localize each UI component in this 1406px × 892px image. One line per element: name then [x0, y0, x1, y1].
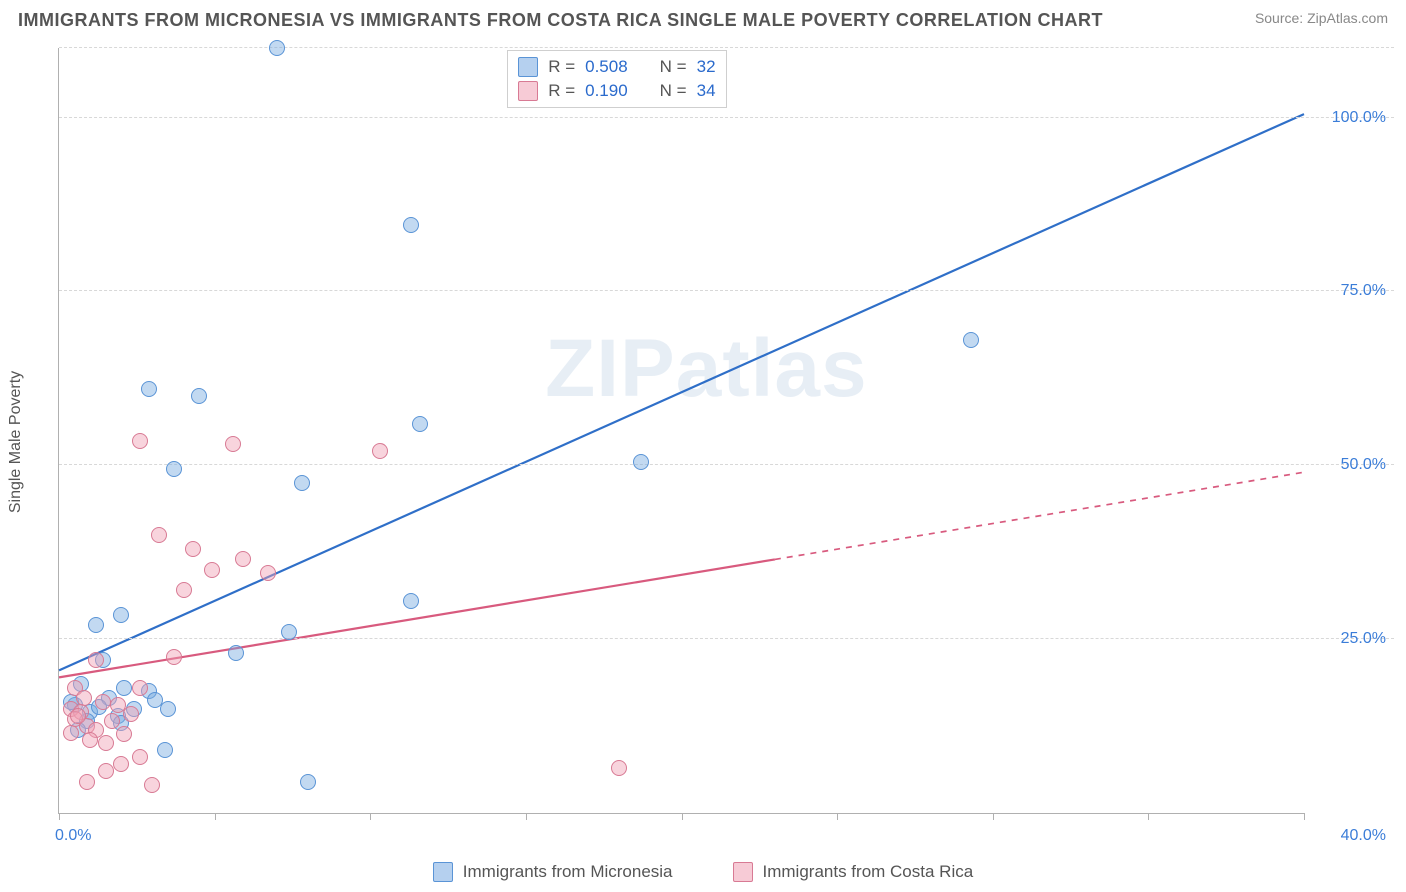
r-label: R = — [548, 57, 575, 77]
data-point — [95, 694, 111, 710]
r-value: 0.508 — [585, 57, 628, 77]
legend-item: Immigrants from Micronesia — [433, 862, 673, 882]
data-point — [372, 443, 388, 459]
data-point — [132, 749, 148, 765]
x-tick — [993, 813, 994, 820]
data-point — [225, 436, 241, 452]
n-value: 32 — [697, 57, 716, 77]
legend-item: Immigrants from Costa Rica — [733, 862, 974, 882]
data-point — [260, 565, 276, 581]
data-point — [104, 713, 120, 729]
plot-region: ZIPatlas R =0.508N =32R =0.190N =34 25.0… — [58, 48, 1304, 814]
x-tick-label: 40.0% — [1341, 827, 1386, 845]
source-label: Source: ZipAtlas.com — [1255, 10, 1388, 26]
data-point — [116, 680, 132, 696]
chart-area: Single Male Poverty ZIPatlas R =0.508N =… — [28, 40, 1394, 844]
trend-lines — [59, 48, 1304, 813]
data-point — [88, 617, 104, 633]
x-tick — [1148, 813, 1149, 820]
data-point — [113, 756, 129, 772]
legend-swatch — [433, 862, 453, 882]
x-tick — [526, 813, 527, 820]
trend-line-extrapolated — [775, 472, 1304, 559]
data-point — [98, 763, 114, 779]
data-point — [98, 735, 114, 751]
y-tick-label: 50.0% — [1341, 456, 1386, 474]
data-point — [611, 760, 627, 776]
data-point — [123, 706, 139, 722]
data-point — [144, 777, 160, 793]
data-point — [294, 475, 310, 491]
gridline — [59, 638, 1394, 639]
data-point — [70, 708, 86, 724]
data-point — [228, 645, 244, 661]
data-point — [113, 607, 129, 623]
x-tick — [59, 813, 60, 820]
data-point — [191, 388, 207, 404]
n-value: 34 — [697, 81, 716, 101]
stats-row: R = 0.190 N = 34 — [518, 79, 715, 103]
data-point — [633, 454, 649, 470]
x-tick — [682, 813, 683, 820]
y-tick-label: 25.0% — [1341, 630, 1386, 648]
y-tick-label: 100.0% — [1332, 109, 1386, 127]
data-point — [300, 774, 316, 790]
data-point — [157, 742, 173, 758]
data-point — [116, 726, 132, 742]
trend-line — [59, 114, 1304, 670]
data-point — [88, 652, 104, 668]
r-value: 0.190 — [585, 81, 628, 101]
data-point — [176, 582, 192, 598]
stats-row: R = 0.508 N = 32 — [518, 55, 715, 79]
gridline — [59, 464, 1394, 465]
x-tick — [215, 813, 216, 820]
y-tick-label: 75.0% — [1341, 282, 1386, 300]
data-point — [204, 562, 220, 578]
data-point — [63, 725, 79, 741]
gridline — [59, 117, 1394, 118]
legend-label: Immigrants from Micronesia — [463, 862, 673, 882]
data-point — [151, 527, 167, 543]
legend-label: Immigrants from Costa Rica — [763, 862, 974, 882]
data-point — [132, 433, 148, 449]
legend-swatch — [518, 57, 538, 77]
data-point — [281, 624, 297, 640]
chart-title: IMMIGRANTS FROM MICRONESIA VS IMMIGRANTS… — [18, 10, 1103, 31]
data-point — [235, 551, 251, 567]
data-point — [166, 649, 182, 665]
legend-swatch — [733, 862, 753, 882]
y-axis-label: Single Male Poverty — [7, 371, 25, 513]
r-label: R = — [548, 81, 575, 101]
legend: Immigrants from Micronesia Immigrants fro… — [0, 862, 1406, 882]
n-label: N = — [660, 81, 687, 101]
x-tick-label: 0.0% — [55, 827, 91, 845]
x-tick — [1304, 813, 1305, 820]
data-point — [82, 732, 98, 748]
data-point — [132, 680, 148, 696]
data-point — [185, 541, 201, 557]
data-point — [963, 332, 979, 348]
data-point — [141, 381, 157, 397]
data-point — [166, 461, 182, 477]
n-label: N = — [660, 57, 687, 77]
data-point — [269, 40, 285, 56]
x-tick — [370, 813, 371, 820]
data-point — [412, 416, 428, 432]
data-point — [403, 593, 419, 609]
data-point — [160, 701, 176, 717]
x-tick — [837, 813, 838, 820]
data-point — [403, 217, 419, 233]
gridline — [59, 290, 1394, 291]
gridline — [59, 47, 1394, 48]
legend-swatch — [518, 81, 538, 101]
correlation-stats-box: R = 0.508 N = 32 R = 0.190 N = 34 — [507, 50, 726, 108]
data-point — [79, 774, 95, 790]
